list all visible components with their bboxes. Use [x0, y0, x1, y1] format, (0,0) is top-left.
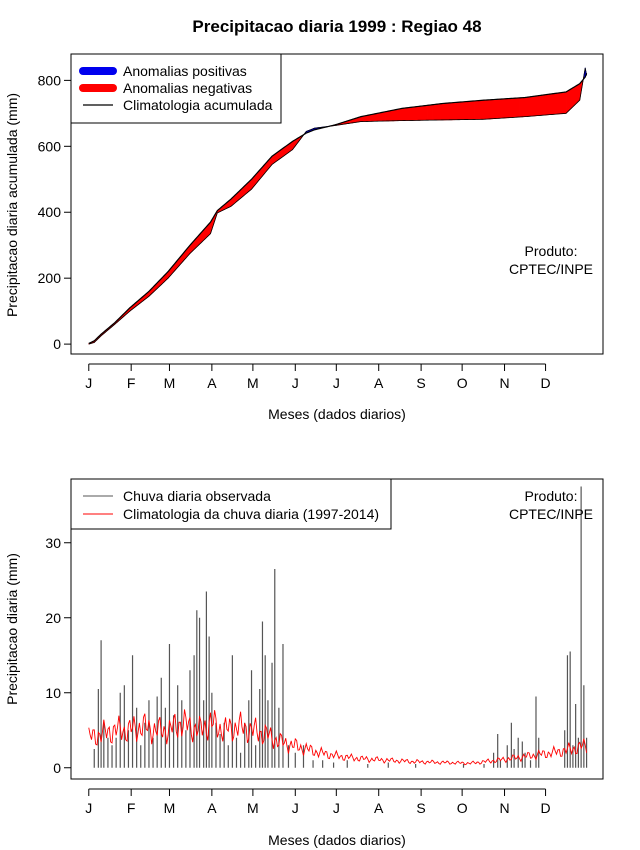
x-tick-label: A: [207, 375, 217, 391]
y-tick-label: 200: [38, 270, 62, 286]
y-axis: 0 200 400 600 800: [38, 72, 72, 352]
climatology-accumulated-line: [88, 72, 588, 344]
x-tick-label: S: [416, 800, 425, 816]
legend-label-positive: Anomalias positivas: [123, 63, 247, 79]
x-tick-label: A: [207, 800, 217, 816]
y-tick-label: 0: [53, 336, 61, 352]
x-tick-label: F: [127, 800, 136, 816]
y-tick-label: 10: [45, 685, 61, 701]
x-tick-label: M: [247, 375, 259, 391]
x-tick-label: J: [85, 375, 92, 391]
climatology-line: [88, 67, 588, 345]
credit-line-1: Produto:: [525, 488, 578, 504]
legend-label-climatology: Climatologia da chuva diaria (1997-2014): [123, 506, 379, 522]
x-tick-label: J: [333, 375, 340, 391]
y-axis: 0 10 20 30: [45, 535, 72, 776]
legend: Anomalias positivas Anomalias negativas …: [70, 53, 282, 124]
climatology-daily-line: [88, 709, 588, 766]
credit-line-2: CPTEC/INPE: [509, 261, 593, 277]
x-tick-label: O: [457, 800, 468, 816]
y-tick-label: 600: [38, 138, 62, 154]
x-tick-label: J: [292, 800, 299, 816]
x-tick-label: A: [374, 375, 384, 391]
climatology-daily-line: [88, 709, 588, 766]
legend-label-negative: Anomalias negativas: [123, 80, 252, 96]
legend-label-climatology: Climatologia acumulada: [123, 97, 273, 113]
accumulated-precipitation-chart: J F M A M J J A S O N D 0 200 400 600 800 Meses (dados …: [4, 53, 604, 422]
x-tick-label: J: [292, 375, 299, 391]
x-axis-label: Meses (dados diarios): [268, 406, 406, 422]
x-tick-label: N: [499, 375, 509, 391]
x-tick-label: N: [499, 800, 509, 816]
x-tick-label: M: [164, 800, 176, 816]
chart-title: Precipitacao diaria 1999 : Regiao 48: [192, 17, 481, 36]
x-tick-label: S: [416, 375, 425, 391]
x-tick-label: M: [164, 375, 176, 391]
x-tick-label: J: [333, 800, 340, 816]
x-tick-label: F: [127, 375, 136, 391]
legend-label-observed: Chuva diaria observada: [123, 488, 271, 504]
y-tick-label: 30: [45, 535, 61, 551]
x-tick-label: D: [540, 375, 550, 391]
y-tick-label: 0: [53, 760, 61, 776]
legend: Chuva diaria observada Climatologia da c…: [70, 478, 392, 530]
x-axis-label: Meses (dados diarios): [268, 832, 406, 848]
y-tick-label: 20: [45, 610, 61, 626]
legend-box: [70, 478, 392, 530]
x-tick-label: A: [374, 800, 384, 816]
credit-line-2: CPTEC/INPE: [509, 506, 593, 522]
y-axis-label: Precipitacao diaria (mm): [4, 553, 20, 705]
y-tick-label: 400: [38, 204, 62, 220]
x-tick-label: O: [457, 375, 468, 391]
daily-precipitation-chart: J F M A M J J A S O N D 0 10 20 30 Meses (dados diario…: [4, 478, 604, 848]
x-tick-label: D: [540, 800, 550, 816]
credit-line-1: Produto:: [525, 243, 578, 259]
y-tick-label: 800: [38, 72, 62, 88]
x-tick-label: M: [247, 800, 259, 816]
x-tick-label: J: [85, 800, 92, 816]
y-axis-label: Precipitacao diaria acumulada (mm): [4, 93, 20, 317]
observed-accumulated-line: [88, 67, 587, 345]
